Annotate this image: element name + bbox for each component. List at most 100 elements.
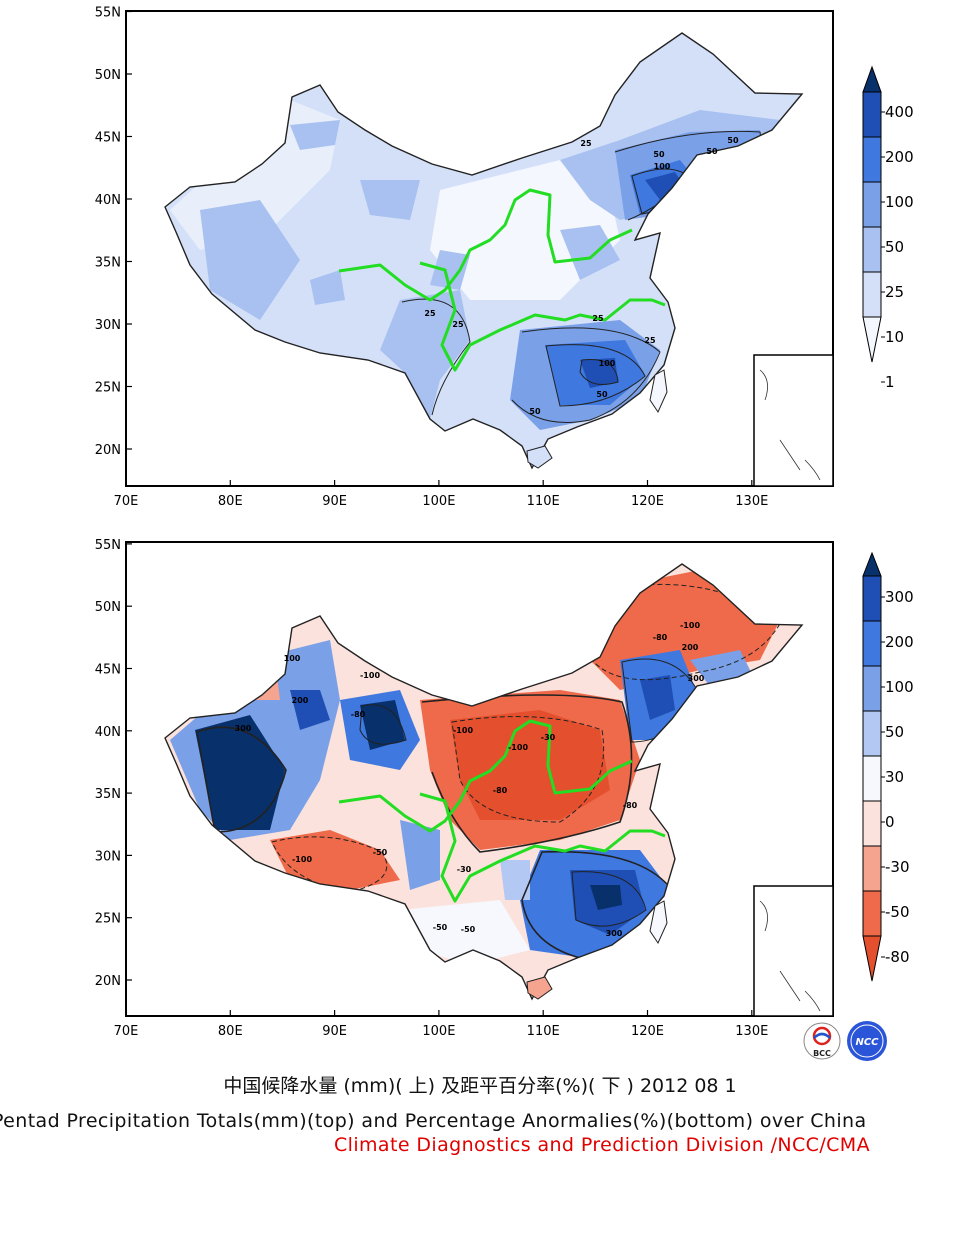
x-tick-label: 100E	[422, 494, 455, 509]
contour-label: -80	[653, 633, 668, 642]
legend-swatch	[862, 755, 882, 802]
legend-label: 10	[885, 328, 904, 346]
legend-label: 25	[885, 283, 904, 301]
contour-label: -100	[292, 855, 312, 864]
contour-label: -80	[493, 786, 508, 795]
x-tick-label: 120E	[631, 494, 664, 509]
legend-swatch	[862, 800, 882, 847]
contour-label: -100	[360, 671, 380, 680]
contour-labels: 300 100 200 -100 -100 -80 -100 -80 300 -80 -100 -80…	[235, 621, 705, 938]
y-tick-label: 35N	[95, 787, 121, 802]
hainan-island	[526, 976, 553, 1000]
river-lines	[338, 719, 666, 903]
x-tick-label: 120E	[631, 1024, 664, 1039]
y-tick-label: 40N	[95, 193, 121, 208]
contour-label: 200	[292, 696, 309, 705]
y-tick-label: 40N	[95, 725, 121, 740]
contour-label: 50	[596, 390, 608, 399]
x-tick-label: 110E	[527, 494, 560, 509]
contour-label: -50	[373, 848, 388, 857]
y-tick-label: 45N	[95, 663, 121, 678]
contour-label: 50	[727, 136, 739, 145]
contour-label: -30	[457, 865, 472, 874]
svg-text:NCC: NCC	[855, 1037, 879, 1048]
legend-label: 200	[885, 633, 914, 651]
x-tick-label: 90E	[322, 1024, 347, 1039]
south-china-sea-inset	[753, 354, 834, 487]
percentage-anomaly-map: 70E 80E 90E 100E 110E 120E 130E 20N 25N 30N 35N 40…	[95, 538, 914, 1039]
contour-label: 100	[284, 654, 301, 663]
legend-label: 0	[885, 813, 895, 831]
contour-label: 100	[599, 359, 616, 368]
contour-label: 25	[644, 336, 656, 345]
river-lines	[338, 188, 666, 372]
x-tick-label: 130E	[735, 494, 768, 509]
color-legend: 400 200 100 50 25 10 1	[862, 65, 914, 391]
contour-label: 300	[606, 929, 623, 938]
y-tick-label: 20N	[95, 443, 121, 458]
y-tick-label: 50N	[95, 600, 121, 615]
contour-labels: 25 50 100 50 50 100 50 50 25 25 25 25	[424, 136, 739, 416]
contour-label: -50	[433, 923, 448, 932]
legend-label: 100	[885, 193, 914, 211]
contour-label: -30	[541, 733, 556, 742]
legend-swatch	[862, 890, 882, 937]
y-tick-label: 50N	[95, 68, 121, 83]
y-tick-label: 55N	[95, 6, 121, 21]
contour-label: 300	[235, 724, 252, 733]
x-tick-label: 70E	[114, 494, 139, 509]
chinese-title: 中国候降水量 (mm)( 上) 及距平百分率(%)( 下 ) 2012 08 1	[223, 1075, 737, 1097]
contour-label: -50	[461, 925, 476, 934]
x-tick-label: 100E	[422, 1024, 455, 1039]
y-tick-label: 25N	[95, 381, 121, 396]
contour-label: -80	[351, 710, 366, 719]
legend-swatch	[862, 575, 882, 622]
contour-label: -100	[508, 743, 528, 752]
x-tick-label: 90E	[322, 494, 347, 509]
x-axis-ticks: 70E 80E 90E 100E 110E 120E 130E	[114, 1010, 768, 1039]
legend-label: 1	[885, 373, 895, 391]
legend-swatch	[862, 226, 882, 273]
contour-label: 25	[424, 309, 436, 318]
bcc-logo: BCC	[803, 1022, 841, 1060]
taiwan-island	[649, 900, 668, 945]
y-tick-label: 20N	[95, 974, 121, 989]
legend-label: 100	[885, 678, 914, 696]
english-title: Pentad Precipitation Totals(mm)(top) and…	[0, 1110, 867, 1132]
credit-line: Climate Diagnostics and Prediction Divis…	[334, 1134, 870, 1156]
legend-swatch	[862, 181, 882, 228]
y-tick-label: 35N	[95, 256, 121, 271]
legend-swatch	[862, 271, 882, 318]
contour-label: -80	[623, 801, 638, 810]
svg-text:BCC: BCC	[813, 1049, 831, 1058]
y-axis-ticks: 20N 25N 30N 35N 40N 45N 50N 55N	[95, 6, 132, 458]
contour-label: 50	[529, 407, 541, 416]
x-tick-label: 70E	[114, 1024, 139, 1039]
taiwan-island	[649, 369, 668, 414]
contour-label: 25	[452, 320, 464, 329]
y-tick-label: 30N	[95, 849, 121, 864]
legend-swatch	[862, 91, 882, 138]
y-tick-label: 25N	[95, 912, 121, 927]
x-tick-label: 110E	[527, 1024, 560, 1039]
legend-swatch	[862, 136, 882, 183]
x-tick-label: 80E	[218, 494, 243, 509]
legend-label: 300	[885, 588, 914, 606]
legend-label: 200	[885, 148, 914, 166]
precipitation-totals-map: 70E 80E 90E 100E 110E 120E 130E 20N 25N 30N 35N 40…	[95, 6, 914, 510]
south-china-sea-inset	[753, 885, 834, 1017]
legend-label: -30	[885, 858, 910, 876]
contour-label: 50	[706, 147, 718, 156]
legend-label: 30	[885, 768, 904, 786]
legend-swatch	[862, 710, 882, 757]
y-tick-label: 30N	[95, 318, 121, 333]
legend-bottom-arrow	[862, 935, 882, 982]
x-tick-label: 80E	[218, 1024, 243, 1039]
contour-label: -100	[680, 621, 700, 630]
hainan-island	[526, 445, 553, 469]
legend-swatch	[862, 845, 882, 892]
legend-label: 400	[885, 103, 914, 121]
y-tick-label: 55N	[95, 538, 121, 553]
